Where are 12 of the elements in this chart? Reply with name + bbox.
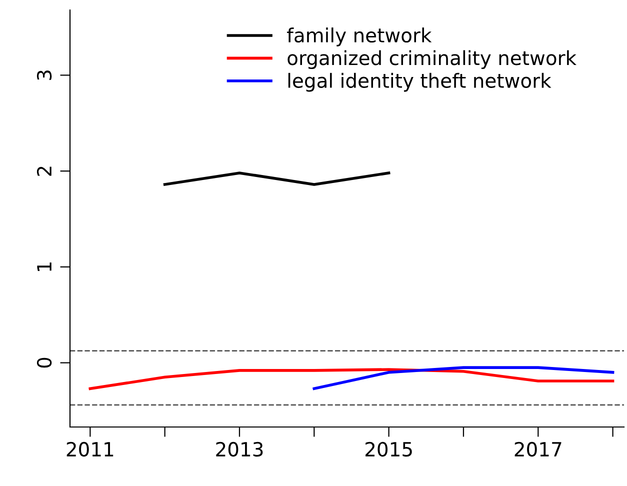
legend-label: family network <box>287 28 432 46</box>
legend-label: organized criminality network <box>288 50 576 70</box>
x-tick-label: 2015 <box>365 442 412 457</box>
y-tick-label: 1 <box>37 262 52 271</box>
y-tick-label: 2 <box>36 166 52 176</box>
line-series <box>88 368 614 390</box>
y-tick-label: 3 <box>36 70 52 80</box>
x-tick-label: 2013 <box>216 442 263 457</box>
y-tick-label: 0 <box>36 358 52 368</box>
x-tick-label: 2011 <box>66 442 114 457</box>
x-tick-label: 2017 <box>514 442 562 457</box>
legend-label: legal identity theft network <box>288 72 552 92</box>
